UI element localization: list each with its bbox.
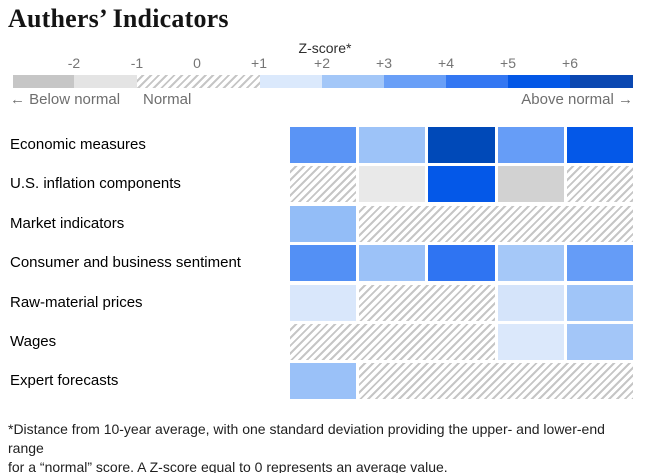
heatmap-cell bbox=[428, 166, 495, 203]
heatmap-cell bbox=[566, 245, 633, 282]
heatmap-row: U.S. inflation components bbox=[0, 166, 651, 203]
heatmap-cell bbox=[428, 245, 495, 282]
colorbar-tick: +4 bbox=[438, 55, 454, 71]
heatmap-cell bbox=[497, 166, 564, 203]
row-label: Expert forecasts bbox=[10, 372, 119, 390]
heatmap-row: Wages bbox=[0, 323, 651, 360]
heatmap-cell bbox=[497, 323, 564, 360]
heatmap-row: Expert forecasts bbox=[0, 363, 651, 400]
row-label: U.S. inflation components bbox=[10, 175, 181, 193]
colorbar-tick: +5 bbox=[500, 55, 516, 71]
colorbar bbox=[13, 75, 633, 88]
colorbar-segment bbox=[570, 75, 633, 88]
heatmap-cell bbox=[290, 245, 357, 282]
row-cells bbox=[290, 166, 633, 203]
colorbar-tick: 0 bbox=[193, 55, 201, 71]
colorbar-segment bbox=[74, 75, 137, 88]
row-cells bbox=[290, 363, 633, 400]
colorbar-segment bbox=[137, 75, 260, 88]
colorbar-tick: +1 bbox=[251, 55, 267, 71]
row-label: Raw-material prices bbox=[10, 293, 143, 311]
colorbar-tick: -1 bbox=[130, 55, 144, 71]
heatmap-cell bbox=[290, 284, 357, 321]
page-title: Authers’ Indicators bbox=[8, 4, 229, 33]
heatmap-cell bbox=[497, 284, 564, 321]
row-label: Market indicators bbox=[10, 214, 125, 232]
row-cells bbox=[290, 284, 633, 321]
heatmap-cell bbox=[359, 166, 426, 203]
heatmap-cell bbox=[290, 363, 357, 400]
heatmap-cell bbox=[497, 245, 564, 282]
row-cells bbox=[290, 245, 633, 282]
footnote-line-2: for a “normal” score. A Z-score equal to… bbox=[8, 459, 448, 473]
row-cells bbox=[290, 323, 633, 360]
heatmap-cell-normal bbox=[290, 166, 357, 203]
heatmap-cell-normal bbox=[290, 323, 495, 360]
footnote: *Distance from 10-year average, with one… bbox=[8, 420, 644, 473]
heatmap-cell bbox=[566, 284, 633, 321]
below-normal-label: ← Below normal bbox=[10, 91, 121, 108]
heatmap-cell bbox=[566, 323, 633, 360]
heatmap-cell bbox=[428, 127, 495, 163]
heatmap-row: Consumer and business sentiment bbox=[0, 245, 651, 282]
row-cells bbox=[290, 205, 633, 242]
colorbar-tick: -2 bbox=[67, 55, 81, 71]
colorbar-segment bbox=[508, 75, 570, 88]
colorbar-segment bbox=[384, 75, 446, 88]
heatmap-cell bbox=[290, 127, 357, 163]
row-label: Economic measures bbox=[10, 136, 146, 153]
heatmap-cell-normal bbox=[359, 363, 633, 400]
colorbar-segment bbox=[322, 75, 384, 88]
colorbar-segment bbox=[13, 75, 74, 88]
row-label: Consumer and business sentiment bbox=[10, 254, 241, 272]
heatmap-cell-normal bbox=[566, 166, 633, 203]
colorbar-segment bbox=[260, 75, 322, 88]
normal-label: Normal bbox=[143, 91, 192, 108]
footnote-line-1: *Distance from 10-year average, with one… bbox=[8, 421, 605, 456]
heatmap-cell bbox=[290, 205, 357, 242]
heatmap-cell bbox=[359, 127, 426, 163]
heatmap-row: Raw-material prices bbox=[0, 284, 651, 321]
colorbar-tick: +2 bbox=[314, 55, 330, 71]
row-cells bbox=[290, 127, 633, 163]
heatmap-row: Market indicators bbox=[0, 205, 651, 242]
colorbar-segment bbox=[446, 75, 508, 88]
row-label: Wages bbox=[10, 332, 57, 350]
heatmap-grid: Economic measures U.S. inflation componen… bbox=[0, 127, 651, 403]
heatmap-cell bbox=[497, 127, 564, 163]
colorbar-title: Z-score* bbox=[298, 40, 352, 56]
colorbar-tick: +3 bbox=[376, 55, 392, 71]
colorbar-tick-labels: -2 -1 0 +1 +2 +3 +4 +5 +6 bbox=[0, 55, 651, 71]
colorbar-tick: +6 bbox=[562, 55, 578, 71]
heatmap-row: Economic measures bbox=[0, 127, 651, 163]
heatmap-cell-normal bbox=[359, 284, 495, 321]
heatmap-cell-normal bbox=[359, 205, 633, 242]
heatmap-cell bbox=[566, 127, 633, 163]
above-normal-label: Above normal → bbox=[521, 91, 633, 108]
heatmap-cell bbox=[359, 245, 426, 282]
